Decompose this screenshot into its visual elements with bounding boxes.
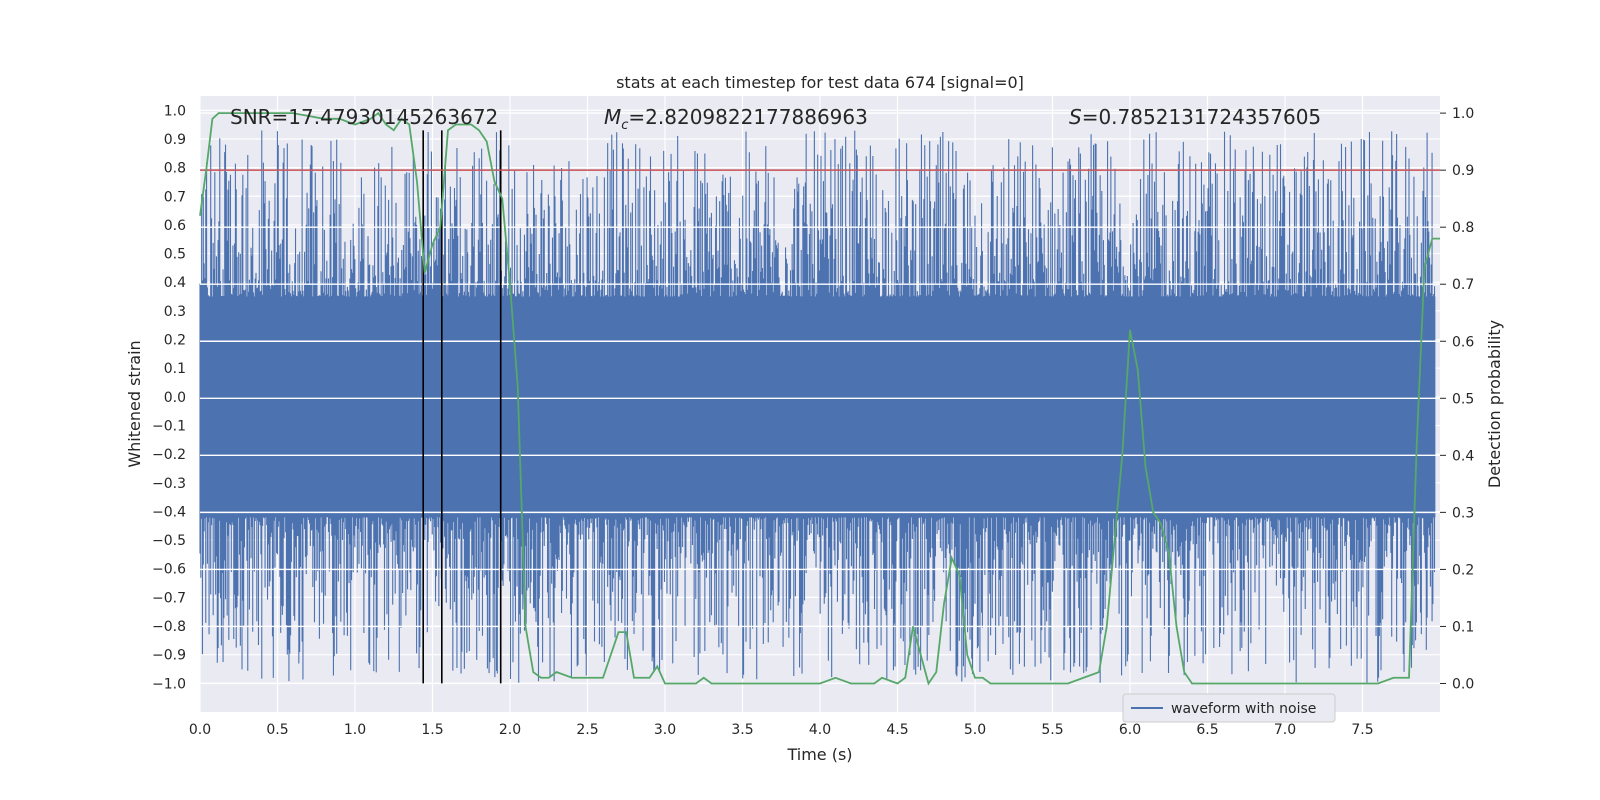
y-tick-label: −0.6 (152, 562, 186, 578)
x-axis-title: Time (s) (786, 745, 852, 764)
y-tick-label: −0.4 (152, 504, 186, 520)
y-tick-label: −1.0 (152, 676, 186, 692)
x-tick-label: 7.0 (1274, 722, 1296, 738)
y2-tick-label: 0.9 (1452, 163, 1474, 179)
x-tick-label: 6.0 (1119, 722, 1141, 738)
x-tick-label: 0.5 (266, 722, 288, 738)
y-tick-label: 0.1 (164, 361, 186, 377)
chirp-mass-annotation: Mc=2.8209822177886963 (604, 105, 868, 133)
y-tick-label: 0.3 (164, 304, 186, 320)
y-tick-label: −0.1 (152, 418, 186, 434)
y2-tick-label: 0.8 (1452, 220, 1474, 236)
x-tick-label: 4.5 (886, 722, 908, 738)
x-tick-label: 2.0 (499, 722, 521, 738)
y-tick-label: 0.6 (164, 218, 186, 234)
y-tick-label: 0.7 (164, 189, 186, 205)
waveform-spikes (199, 130, 1436, 684)
y2-tick-label: 0.3 (1452, 505, 1474, 521)
x-tick-label: 3.5 (731, 722, 753, 738)
y2-tick-label: 0.2 (1452, 562, 1474, 578)
y2-tick-label: 0.1 (1452, 619, 1474, 635)
legend-label: waveform with noise (1171, 701, 1316, 717)
y2-axis-title: Detection probability (1485, 320, 1504, 488)
y2-tick-label: 0.5 (1452, 391, 1474, 407)
y-tick-label: −0.9 (152, 648, 186, 664)
y2-axis-ticks: 1.0 0.9 0.8 0.7 0.6 0.5 0.4 0.3 0.2 0.1 0.0 (1440, 106, 1474, 692)
x-tick-label: 6.5 (1196, 722, 1218, 738)
y-tick-label: −0.7 (152, 590, 186, 606)
y-tick-label: 0.5 (164, 247, 186, 263)
y-axis-title: Whitened strain (125, 340, 144, 467)
s-annotation: S=0.7852131724357605 (1069, 105, 1321, 129)
y2-tick-label: 1.0 (1452, 106, 1474, 122)
y2-tick-label: 0.0 (1452, 676, 1474, 692)
y2-tick-label: 0.4 (1452, 448, 1474, 464)
legend: waveform with noise (1122, 693, 1336, 723)
snr-annotation: SNR=17.47930145263672 (230, 105, 498, 129)
y-axis-ticks: 1.0 0.9 0.8 0.7 0.6 0.5 0.4 0.3 0.2 0.1 0.0 −0.1 −0.… (152, 103, 186, 692)
x-tick-label: 1.0 (344, 722, 366, 738)
y2-tick-label: 0.7 (1452, 277, 1474, 293)
y-tick-label: 0.8 (164, 161, 186, 177)
y-tick-label: −0.2 (152, 447, 186, 463)
x-tick-label: 3.0 (654, 722, 676, 738)
y-tick-label: −0.8 (152, 619, 186, 635)
x-tick-label: 4.0 (809, 722, 831, 738)
y-tick-label: −0.5 (152, 533, 186, 549)
chart-title: stats at each timestep for test data 674… (616, 73, 1024, 92)
x-axis-ticks: 0.0 0.5 1.0 1.5 2.0 2.5 3.0 3.5 4.0 4.5 5.0 5.5 6.0 6… (189, 722, 1374, 738)
x-tick-label: 0.0 (189, 722, 211, 738)
y-tick-label: 0.0 (164, 390, 186, 406)
legend-box (1122, 693, 1336, 723)
probability-series (199, 111, 1440, 686)
y-tick-label: 1.0 (164, 103, 186, 119)
y2-tick-label: 0.6 (1452, 334, 1474, 350)
y-tick-label: 0.4 (164, 275, 186, 291)
x-tick-label: 2.5 (576, 722, 598, 738)
y-tick-label: −0.3 (152, 476, 186, 492)
y-tick-label: 0.2 (164, 333, 186, 349)
x-tick-label: 1.5 (421, 722, 443, 738)
x-tick-label: 5.5 (1041, 722, 1063, 738)
y-tick-label: 0.9 (164, 132, 186, 148)
vertical-markers (422, 130, 502, 684)
x-tick-label: 7.5 (1351, 722, 1373, 738)
x-tick-label: 5.0 (964, 722, 986, 738)
waveform-series (199, 130, 1436, 684)
